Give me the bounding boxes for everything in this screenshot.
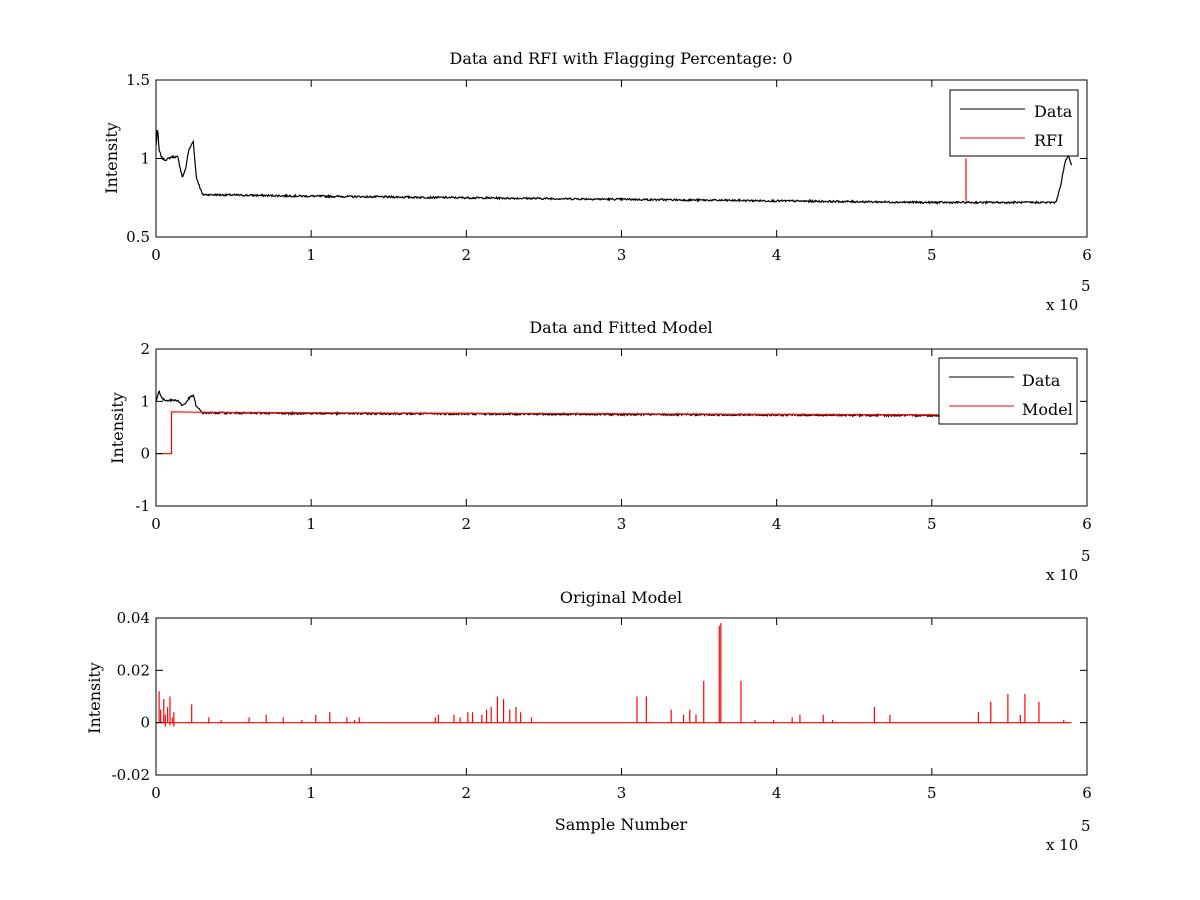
y-tick-label: 0.5 [126,228,150,246]
x-tick-label: 1 [306,246,316,264]
y-tick-label: 1 [140,392,150,410]
panel-1-legend-label-rfi: RFI [1034,131,1063,150]
x-tick-label: 5 [927,515,937,533]
x-tick-label: 2 [462,246,472,264]
x-tick-label: 5 [927,784,937,802]
panel-2-series-group [156,390,1072,455]
x-tick-label: 0 [151,784,161,802]
y-tick-label: 0 [140,445,150,463]
panel-2-series-model [156,411,1072,455]
panel-1-x-exponent: 5 [1081,277,1091,295]
panel-2: Data and Fitted Model Intensity 0 1 2 3 4 5 6 -… [108,318,1092,584]
panel-2-legend-box [938,357,1078,425]
panel-2-title: Data and Fitted Model [529,318,712,337]
x-tick-label: 3 [617,246,627,264]
panel-2-legend: Data Model [938,357,1078,425]
panel-1-legend: Data RFI [949,89,1079,157]
panel-1-title: Data and RFI with Flagging Percentage: 0 [449,49,792,68]
x-tick-label: 6 [1082,246,1092,264]
x-tick-label: 6 [1082,784,1092,802]
panel-3-series-group [156,623,1072,727]
panel-3-title: Original Model [560,588,682,607]
x-tick-label: 3 [617,784,627,802]
y-tick-label: 1 [140,150,150,168]
panel-3: Original Model Intensity 0 1 2 3 4 5 6-0.0200.… [85,588,1092,854]
panel-1-x-multiplier: x 10 [1046,296,1078,314]
panel-2-x-multiplier: x 10 [1046,566,1078,584]
y-tick-label: 1.5 [126,71,150,89]
panel-3-ylabel: Intensity [85,662,104,734]
x-tick-label: 0 [151,246,161,264]
y-tick-label: 0.02 [117,661,150,679]
plot-area-2 [156,390,1072,455]
x-tick-label: 6 [1082,515,1092,533]
panel-2-legend-label-data: Data [1022,371,1061,390]
x-tick-label: 4 [772,515,782,533]
panel-1-ticks: 0 1 2 3 4 5 6 0.5 1 1.5 [126,71,1092,264]
plot-area-1 [156,129,1073,205]
x-tick-label: 1 [306,515,316,533]
panel-2-ylabel: Intensity [108,392,127,464]
panel-1: Data and RFI with Flagging Percentage: 0… [102,49,1092,314]
panel-2-x-exponent: 5 [1081,547,1091,565]
x-tick-label: 2 [462,515,472,533]
panel-3-xlabel: Sample Number [555,815,688,834]
x-tick-label: 5 [927,246,937,264]
y-tick-label: 0 [140,714,150,732]
x-tick-label: 4 [772,246,782,264]
panel-1-series-group [156,129,1073,205]
x-tick-label: 1 [306,784,316,802]
panel-2-legend-label-model: Model [1022,400,1073,419]
y-tick-label: 0.04 [117,609,150,627]
y-tick-label: -1 [135,497,150,515]
x-tick-label: 4 [772,784,782,802]
x-tick-label: 2 [462,784,472,802]
y-tick-label: 2 [140,340,150,358]
plot-area-3 [156,623,1072,727]
panel-1-legend-box [949,89,1079,157]
panel-1-ylabel: Intensity [102,122,121,194]
panel-3-x-exponent: 5 [1081,817,1091,835]
y-tick-label: -0.02 [112,766,150,784]
x-tick-label: 3 [617,515,627,533]
panel-3-x-multiplier: x 10 [1046,836,1078,854]
x-tick-label: 0 [151,515,161,533]
panel-1-series-data [156,129,1073,205]
panel-1-legend-label-data: Data [1034,102,1073,121]
panel-2-series-data [156,390,1072,419]
